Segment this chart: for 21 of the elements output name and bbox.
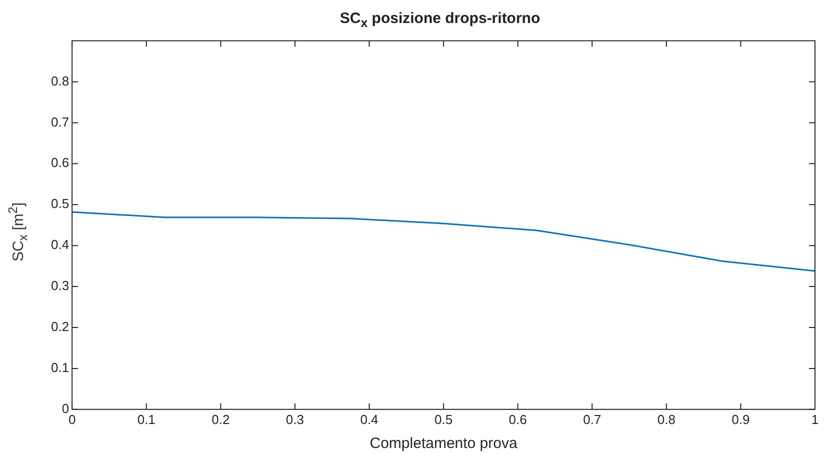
y-tick-label: 0.4 [50, 237, 70, 252]
y-tick-label: 0.2 [50, 319, 70, 334]
y-tick-label: 0.7 [50, 114, 70, 130]
x-axis-title: Completamento prova [370, 435, 518, 452]
y-tick-label: 0.6 [50, 155, 70, 170]
x-tick-label: 0.3 [286, 412, 304, 427]
x-tick-label: 0.6 [508, 412, 527, 427]
y-tick-label: 0 [62, 400, 70, 416]
x-tick-label: 0.8 [657, 412, 676, 427]
chart-title: SC$_{x}$ posizione drops-ritorno [338, 10, 542, 30]
y-tick-label: 0.1 [50, 360, 70, 376]
y-tick-label: 0.8 [50, 73, 70, 88]
x-tick-label: 1 [811, 412, 819, 427]
x-tick-label: 0.9 [732, 412, 750, 427]
x-tick-label: 0.4 [360, 412, 378, 427]
y-tick-label: 0.5 [50, 196, 70, 212]
x-tick-label: 0.7 [583, 412, 602, 427]
y-tick-label: 0.3 [50, 278, 70, 294]
x-tick-label: 0.2 [212, 412, 230, 427]
x-tick-label: 0.5 [434, 412, 453, 427]
x-tick-label: 0.1 [137, 412, 156, 427]
